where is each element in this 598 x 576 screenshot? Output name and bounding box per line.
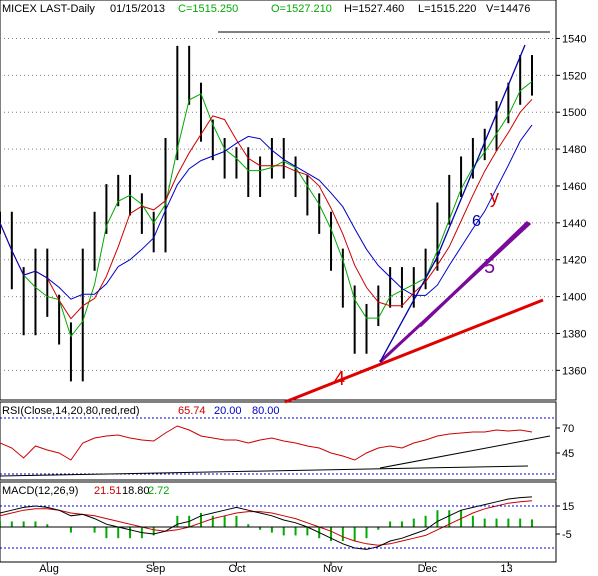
- rsi-line: [0, 425, 533, 461]
- macd-value: 21.51: [94, 485, 122, 497]
- price-y-tick-label: 1400: [562, 292, 586, 304]
- ma-short-line: [0, 81, 533, 338]
- macd-y-tick-label: -5: [562, 529, 572, 541]
- macd-label: MACD(12,26,9): [2, 485, 78, 497]
- x-tick-label: Dec: [418, 563, 438, 575]
- price-y-tick-label: 1500: [562, 107, 586, 119]
- rsi-upper: 80.00: [252, 405, 280, 417]
- rsi-series: [0, 425, 533, 461]
- price-y-tick-label: 1480: [562, 144, 586, 156]
- open-label: O=1527.210: [271, 3, 332, 15]
- price-y-tick-label: 1360: [562, 365, 586, 377]
- wave-4-label: 4: [334, 368, 345, 390]
- price-y-tick-label: 1520: [562, 70, 586, 82]
- ma-mid-line: [0, 98, 533, 320]
- trendline-red: [284, 298, 544, 404]
- price-header: MICEX LAST-Daily 01/15/2013 C=1515.250 O…: [2, 3, 530, 15]
- macd-panel: [0, 481, 557, 563]
- wave-y-label: y: [490, 187, 499, 207]
- rsi-label: RSI(Close,14,20,80,red,red): [2, 405, 140, 417]
- x-axis: Aug Sep Oct Nov Dec 13: [39, 562, 513, 575]
- rsi-value: 65.74: [178, 405, 206, 417]
- macd-y-tick-label: 15: [562, 501, 574, 513]
- price-y-tick-label: 1420: [562, 255, 586, 267]
- signal-value: 18.80: [122, 485, 150, 497]
- rsi-header: RSI(Close,14,20,80,red,red) 65.74 20.00 …: [2, 405, 280, 417]
- price-series: [0, 45, 533, 382]
- symbol-label: MICEX LAST-Daily: [2, 3, 95, 15]
- hist-value: 2.72: [148, 485, 169, 497]
- price-y-tick-label: 1460: [562, 181, 586, 193]
- high-label: H=1527.460: [344, 3, 404, 15]
- rsi-y-tick-label: 70: [562, 423, 574, 435]
- y-axis: 1360 1380 1400 1420 1440 1460 1480 1500 1520 1540…: [556, 33, 586, 541]
- date-label: 01/15/2013: [110, 3, 165, 15]
- price-y-tick-label: 1380: [562, 328, 586, 340]
- channel-blue-lower: [379, 251, 441, 363]
- x-tick-label: Oct: [228, 563, 245, 575]
- trendline-purple-upper: [418, 220, 530, 328]
- volume-label: V=14476: [486, 3, 530, 15]
- rsi-lower: 20.00: [214, 405, 242, 417]
- wave-5-label: 5: [484, 256, 495, 278]
- rsi-trend-2: [379, 435, 551, 469]
- low-label: L=1515.220: [418, 3, 476, 15]
- annotations: 4 5 6 y: [0, 31, 556, 549]
- ma-long-line: [0, 124, 533, 300]
- close-label: C=1515.250: [178, 3, 238, 15]
- x-tick-label: Sep: [146, 563, 166, 575]
- rsi-trend-1: [0, 465, 529, 477]
- rsi-y-tick-label: 45: [562, 448, 574, 460]
- wave-6-label: 6: [472, 213, 481, 230]
- price-y-tick-label: 1540: [562, 33, 586, 45]
- macd-line: [0, 496, 533, 550]
- x-tick-label: Aug: [39, 563, 59, 575]
- macd-header: MACD(12,26,9) 21.51 18.80 2.72: [2, 485, 169, 497]
- x-tick-label: Nov: [323, 563, 343, 575]
- channel-blue-upper: [434, 44, 526, 263]
- price-grid: [0, 37, 556, 371]
- x-tick-label: 13: [500, 563, 512, 575]
- price-y-tick-label: 1440: [562, 218, 586, 230]
